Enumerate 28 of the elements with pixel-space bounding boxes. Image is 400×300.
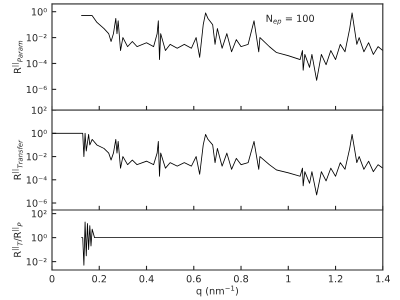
y-tick-label: 10⁻⁴ — [26, 60, 47, 68]
line-series — [81, 222, 383, 266]
line-series — [81, 12, 383, 81]
x-tick-label: 1.2 — [328, 275, 342, 282]
y-tick-label: 10⁻⁶ — [26, 86, 47, 94]
y-tick-label: 10⁻² — [26, 153, 47, 160]
y-axis-title: R$^{||}$$_{Param}$ — [12, 40, 23, 74]
x-tick-label: 1 — [286, 275, 290, 282]
x-tick-label: 0 — [50, 275, 54, 282]
x-axis-title: q (nm$^{−1}$) — [196, 286, 238, 296]
y-axis-title: R$^{||}$$_{Transfer}$ — [12, 140, 23, 180]
y-tick-label: 10⁰ — [32, 8, 47, 16]
line-series — [52, 132, 383, 196]
x-tick-label: 0.2 — [92, 275, 106, 282]
y-tick-label: 10⁻⁴ — [26, 176, 47, 184]
x-tick-label: 1.4 — [376, 275, 390, 282]
annotation: N$_{ep}$ = 100 — [266, 14, 314, 25]
x-tick-label: 0.8 — [234, 275, 248, 282]
y-tick-label: 10² — [32, 106, 47, 114]
y-tick-label: 10⁰ — [32, 234, 47, 242]
y-tick-label: 10⁰ — [32, 130, 47, 138]
y-tick-label: 10⁻⁶ — [26, 199, 47, 207]
x-tick-label: 0.6 — [186, 275, 201, 282]
x-tick-label: 0.4 — [139, 275, 154, 282]
y-tick-label: 10² — [32, 210, 47, 218]
y-axis-title: R$^{||}$$_{T}$/R$^{||}$$_{P}$ — [12, 222, 23, 257]
y-tick-label: 10⁻² — [26, 34, 47, 42]
y-tick-label: 10⁻² — [26, 258, 47, 266]
